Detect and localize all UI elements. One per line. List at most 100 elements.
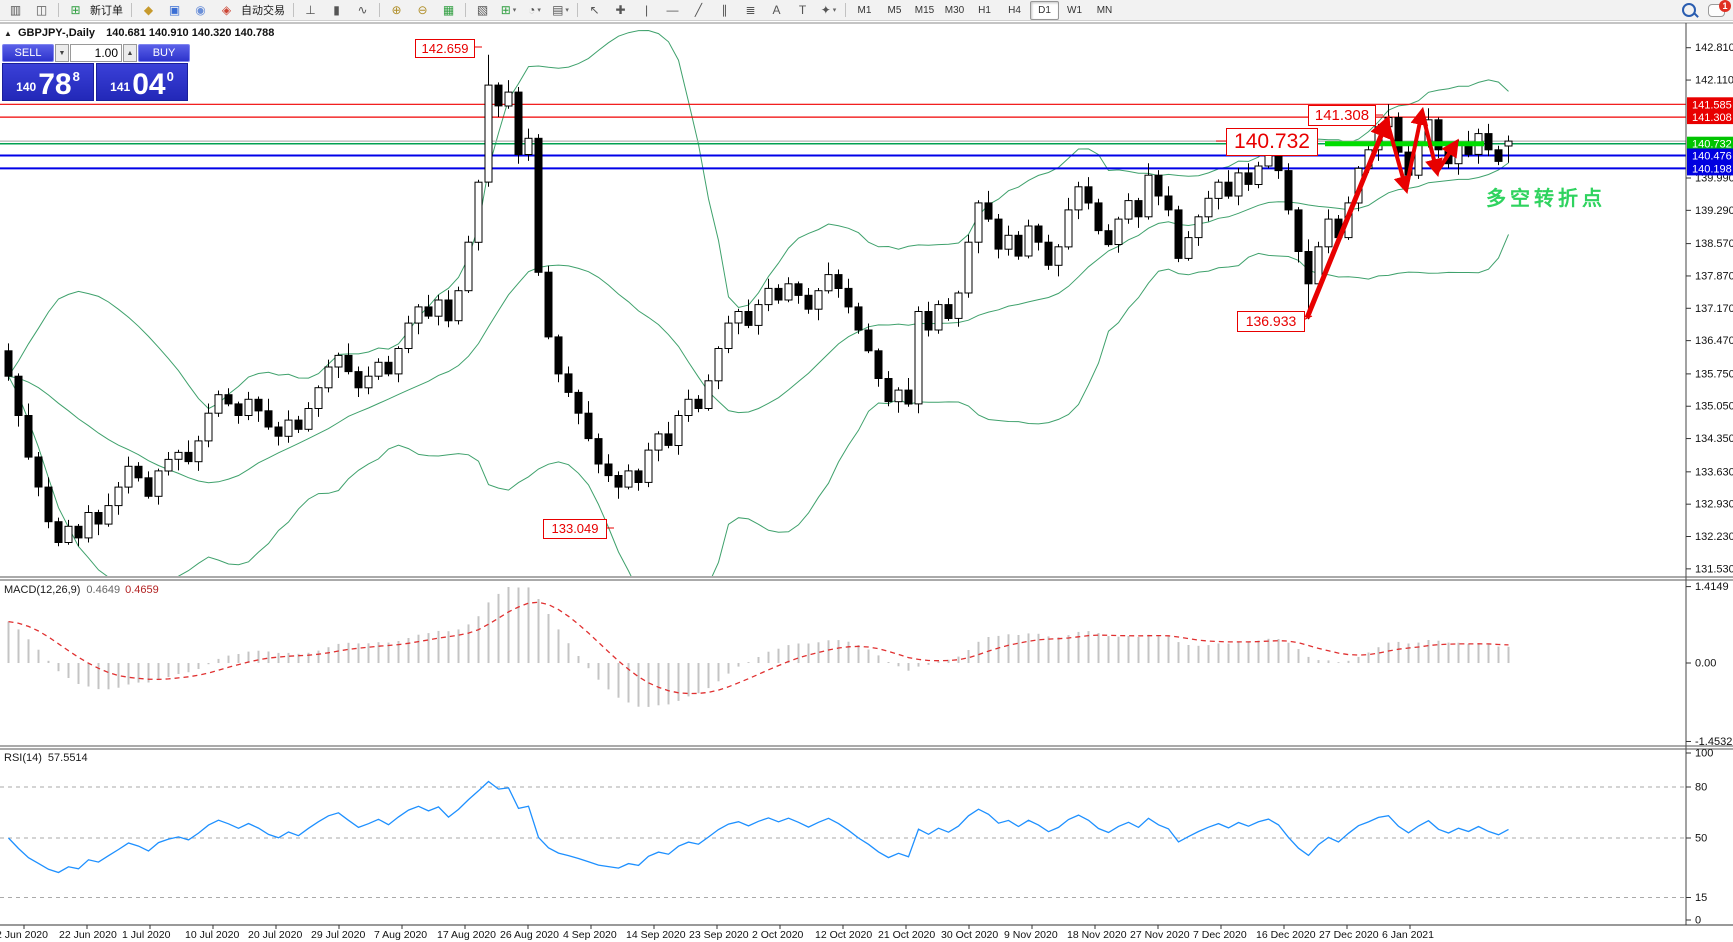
periods-icon[interactable]: ◔ ▾ [528,3,541,17]
svg-text:136.470: 136.470 [1695,335,1733,347]
timeframe-m15[interactable]: M15 [914,4,935,16]
svg-text:27 Dec 2020: 27 Dec 2020 [1319,929,1379,941]
crosshair-icon[interactable]: ✚ [615,3,626,17]
buy-price-pips: 04 [132,68,166,101]
zoom-in-icon[interactable]: ⊕ [391,3,402,17]
svg-text:29 Jul 2020: 29 Jul 2020 [311,929,365,941]
sell-price-point: 8 [72,69,80,84]
svg-text:15: 15 [1695,892,1707,904]
svg-text:134.350: 134.350 [1695,433,1733,445]
timeframe-m5[interactable]: M5 [887,4,902,16]
svg-text:50: 50 [1695,833,1707,845]
volume-input[interactable] [70,44,122,62]
timeframe-mn[interactable]: MN [1096,4,1113,16]
cursor-icon[interactable]: ↖ [589,3,600,17]
new-order-button[interactable]: 新订单 [90,5,123,17]
svg-text:142.810: 142.810 [1695,42,1733,54]
buy-price-button[interactable]: 141 04 0 [96,63,188,101]
symbol-collapse-icon[interactable]: ▲ [4,29,12,38]
buy-price-point: 0 [166,69,174,84]
svg-text:6 Jan 2021: 6 Jan 2021 [1382,929,1434,941]
search-icon[interactable] [1682,3,1696,17]
notifications-icon[interactable]: 1 [1708,0,1731,17]
timeframe-h1[interactable]: H1 [978,4,991,16]
svg-text:16 Dec 2020: 16 Dec 2020 [1256,929,1316,941]
svg-text:131.530: 131.530 [1695,563,1733,575]
svg-text:135.750: 135.750 [1695,368,1733,380]
equidistant-channel-icon[interactable]: ∥ [721,3,728,17]
rsi-label: RSI(14) 57.5514 [4,752,88,764]
svg-text:0: 0 [1695,915,1701,927]
symbol-name: GBPJPY-,Daily [17,27,96,39]
svg-text:10 Jul 2020: 10 Jul 2020 [185,929,239,941]
auto-arrange-icon[interactable]: ▧ [476,3,489,17]
timeframe-d1[interactable]: D1 [1030,0,1059,20]
svg-text:141.308: 141.308 [1692,112,1732,124]
svg-text:7 Aug 2020: 7 Aug 2020 [374,929,427,941]
annotation-box[interactable]: 136.933 [1237,311,1305,332]
annotation-box[interactable]: 133.049 [543,519,607,539]
svg-text:132.930: 132.930 [1695,499,1733,511]
zoom-out-icon[interactable]: ⊖ [417,3,428,17]
svg-text:139.990: 139.990 [1695,173,1733,185]
profiles-icon[interactable]: ◫ [35,3,48,17]
annotation-box[interactable]: 141.308 [1308,105,1376,126]
arrows-icon[interactable]: ✦ ▾ [820,3,837,17]
toolbar-separator [58,3,59,17]
autotrading-icon[interactable]: ◈ [221,3,232,17]
timeframe-m1[interactable]: M1 [857,4,872,16]
text-label-icon[interactable]: T [798,3,807,17]
metaeditor-icon[interactable]: ◆ [143,3,154,17]
annotation-box[interactable]: 142.659 [415,39,475,58]
timeframe-w1[interactable]: W1 [1067,4,1082,16]
candlestick-mode-icon[interactable]: ▮ [333,3,340,17]
macd-name: MACD(12,26,9) [4,584,81,596]
svg-text:100: 100 [1695,748,1713,760]
timeframe-h4[interactable]: H4 [1008,4,1021,16]
svg-text:80: 80 [1695,782,1707,794]
horizontal-line-icon[interactable]: — [666,3,679,17]
toolbar: ▥ ◫ ⊞ 新订单 ◆ ▣ ◉ ◈ 自动交易 ⊥ ▮ ∿ ⊕ ⊖ ▦ ▧ ⊞ ▾ ◔ ▾ ▤ ▾ ↖ ✚ | — ╱ ∥ ≣ A T ✦ ▾ M1… [0,0,1733,21]
svg-text:137.170: 137.170 [1695,303,1733,315]
svg-text:21 Oct 2020: 21 Oct 2020 [878,929,935,941]
templates-icon[interactable]: ▤ ▾ [552,3,569,17]
bar-chart-mode-icon[interactable]: ⊥ [305,3,316,17]
toolbar-right: 1 [1682,0,1731,19]
vertical-line-icon[interactable]: | [644,3,649,17]
svg-text:26 Aug 2020: 26 Aug 2020 [500,929,559,941]
macd-value: 0.4649 [86,584,121,596]
sell-button[interactable]: SELL [2,44,54,62]
text-icon[interactable]: A [772,3,781,17]
svg-text:27 Nov 2020: 27 Nov 2020 [1130,929,1190,941]
line-chart-mode-icon[interactable]: ∿ [357,3,368,17]
notification-badge: 1 [1719,0,1731,12]
fibonacci-icon[interactable]: ≣ [745,3,756,17]
new-order-icon[interactable]: ⊞ [70,3,81,17]
svg-text:139.290: 139.290 [1695,205,1733,217]
autotrading-button[interactable]: 自动交易 [241,5,285,17]
macd-label: MACD(12,26,9) 0.4649 0.4659 [4,584,159,596]
volume-increase-button[interactable]: ▲ [123,44,137,62]
svg-text:135.050: 135.050 [1695,401,1733,413]
buy-button[interactable]: BUY [138,44,190,62]
svg-text:1.4149: 1.4149 [1695,581,1729,593]
trendline-icon[interactable]: ╱ [694,3,703,17]
one-click-trading-panel: SELL ▼ ▲ BUY 140 78 8 141 04 0 [2,44,191,101]
svg-text:4 Sep 2020: 4 Sep 2020 [563,929,617,941]
terminal-icon[interactable]: ▣ [168,3,181,17]
new-chart-icon[interactable]: ▥ [9,3,22,17]
indicators-icon[interactable]: ⊞ ▾ [500,3,517,17]
annotation-box[interactable]: 140.732 [1226,128,1318,156]
chart-note-text[interactable]: 多空转折点 [1486,188,1606,210]
tile-windows-icon[interactable]: ▦ [442,3,455,17]
toolbar-separator [465,3,466,17]
svg-text:-1.4532: -1.4532 [1695,736,1732,748]
sell-price-button[interactable]: 140 78 8 [2,63,94,101]
svg-text:142.110: 142.110 [1695,75,1733,87]
volume-decrease-button[interactable]: ▼ [55,44,69,62]
signals-icon[interactable]: ◉ [195,3,206,17]
chart-title: ▲ GBPJPY-,Daily 140.681 140.910 140.320 … [4,27,274,39]
timeframe-m30[interactable]: M30 [944,4,965,16]
